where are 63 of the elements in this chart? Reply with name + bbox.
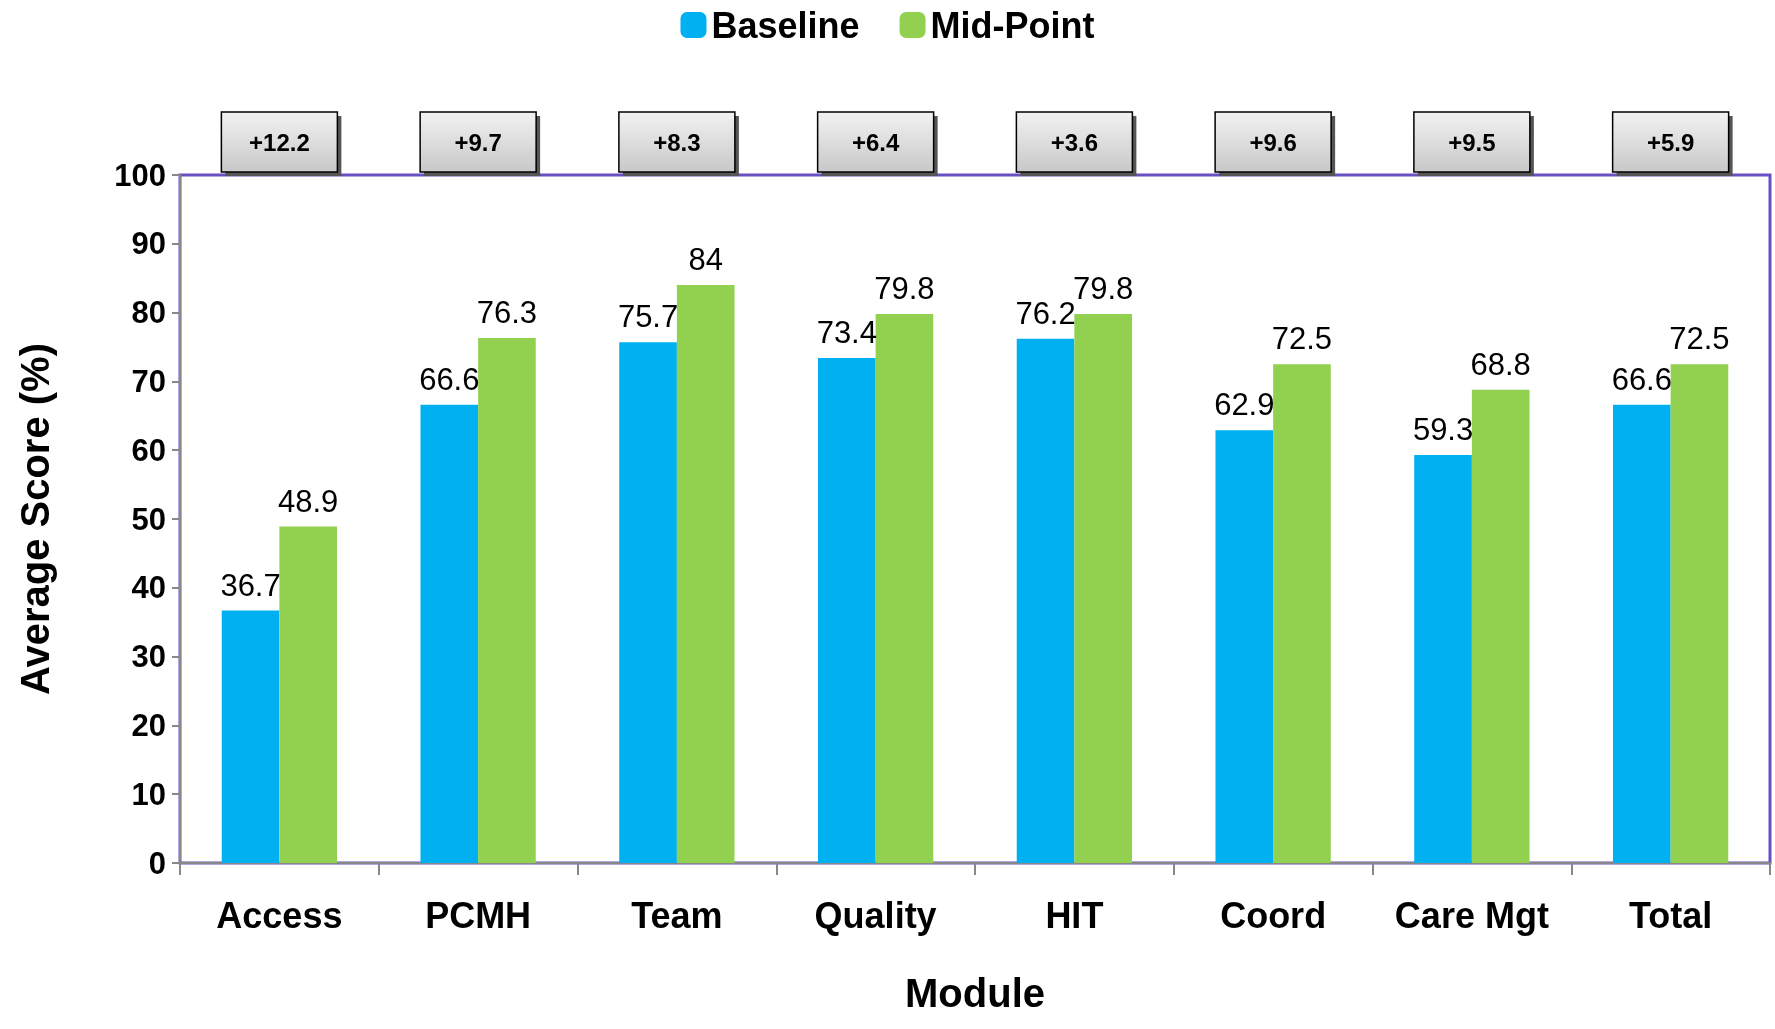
x-tick-label: Access [216,894,343,936]
y-tick-label: 40 [131,570,166,606]
data-label: 84 [688,242,723,278]
data-label: 79.8 [1073,270,1134,306]
bar [875,313,934,863]
data-label: 48.9 [278,483,339,519]
text: +9.7 [454,128,502,156]
y-tick-label: 70 [131,363,166,399]
x-tick-label: HIT [1045,894,1104,936]
data-label: 68.8 [1470,346,1531,382]
bar [1273,364,1331,863]
bar [1670,364,1729,863]
bar [221,610,280,863]
data-label: 76.2 [1015,295,1076,331]
y-tick-label: 100 [114,157,166,193]
bar [1612,404,1671,863]
bar [478,338,536,863]
bar [420,404,479,863]
text: +6.4 [851,128,900,156]
data-label: 72.5 [1669,321,1730,357]
bar [1414,455,1472,863]
bar [676,285,735,863]
bar [1471,389,1530,863]
data-label: 62.9 [1214,387,1275,423]
x-tick-label: Quality [814,894,937,936]
bar [279,526,338,863]
data-label: 36.7 [220,567,281,603]
bar [1016,338,1075,863]
y-tick-label: 90 [131,226,166,262]
y-axis-title: Average Score (%) [13,343,57,695]
y-tick-label: 50 [131,501,166,537]
y-tick-label: 0 [148,845,166,881]
text: +9.6 [1249,128,1297,156]
data-label: 73.4 [816,315,877,351]
data-label: 72.5 [1271,321,1333,357]
y-tick-label: 30 [131,639,166,675]
legend-label: Mid-Point [930,4,1095,46]
y-tick-label: 80 [131,295,166,331]
text: +8.3 [653,128,701,156]
bar [619,342,677,863]
y-tick-label: 20 [131,707,166,743]
text: +12.2 [249,128,310,156]
text: +5.9 [1646,128,1695,156]
text: +3.6 [1050,128,1099,156]
data-label: 79.8 [874,270,935,306]
x-tick-label: Team [631,894,723,936]
bar [1074,313,1133,863]
x-tick-label: Total [1628,894,1713,936]
data-label: 75.7 [617,299,679,335]
data-label: 66.6 [419,361,480,397]
x-tick-label: Care Mgt [1394,894,1549,936]
data-label: 76.3 [476,295,538,331]
data-label: 66.6 [1611,361,1672,397]
bar [817,358,876,863]
text: +9.5 [1448,128,1496,156]
bar [1215,430,1274,863]
legend-label: Baseline [711,4,860,46]
x-axis-title: Module [905,971,1045,1015]
x-tick-label: Coord [1220,894,1327,936]
x-tick-label: PCMH [425,894,532,936]
y-tick-label: 10 [131,776,166,812]
data-label: 59.3 [1412,412,1474,448]
y-tick-label: 60 [131,432,166,468]
